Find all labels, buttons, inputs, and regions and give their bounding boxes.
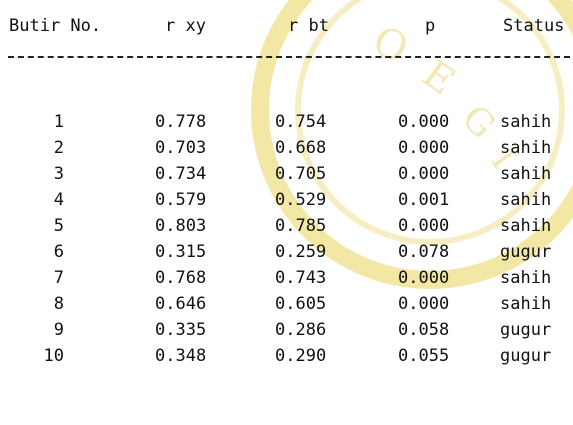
cell-status: sahih — [500, 216, 552, 236]
cell-butir-no: 7 — [53, 268, 64, 288]
cell-butir-no: 9 — [53, 320, 64, 340]
cell-r-xy: 0.335 — [155, 320, 207, 340]
header-r-xy: r xy — [165, 16, 206, 36]
cell-p: 0.078 — [398, 242, 450, 262]
cell-p: 0.000 — [398, 268, 450, 288]
header-r-bt: r bt — [288, 16, 329, 36]
cell-r-bt: 0.259 — [275, 242, 327, 262]
cell-r-xy: 0.703 — [155, 138, 207, 158]
cell-r-bt: 0.668 — [275, 138, 327, 158]
header-butir-no: Butir No. — [9, 16, 102, 36]
cell-p: 0.000 — [398, 112, 450, 132]
cell-r-bt: 0.605 — [275, 294, 327, 314]
cell-r-xy: 0.768 — [155, 268, 207, 288]
cell-butir-no: 5 — [53, 216, 64, 236]
cell-r-bt: 0.743 — [275, 268, 327, 288]
cell-p: 0.055 — [398, 346, 450, 366]
cell-butir-no: 2 — [53, 138, 64, 158]
cell-status: sahih — [500, 190, 552, 210]
cell-p: 0.000 — [398, 294, 450, 314]
cell-status: gugur — [500, 242, 552, 262]
cell-r-xy: 0.778 — [155, 112, 207, 132]
cell-status: sahih — [500, 112, 552, 132]
cell-status: sahih — [500, 294, 552, 314]
cell-p: 0.058 — [398, 320, 450, 340]
header-status: Status — [503, 16, 565, 36]
cell-butir-no: 1 — [53, 112, 64, 132]
header-p: p — [425, 16, 436, 36]
cell-status: sahih — [500, 164, 552, 184]
cell-status: sahih — [500, 268, 552, 288]
cell-p: 0.000 — [398, 216, 450, 236]
cell-p: 0.000 — [398, 164, 450, 184]
cell-r-xy: 0.646 — [155, 294, 207, 314]
cell-r-xy: 0.734 — [155, 164, 207, 184]
cell-r-bt: 0.705 — [275, 164, 327, 184]
cell-butir-no: 4 — [53, 190, 64, 210]
cell-r-bt: 0.290 — [275, 346, 327, 366]
cell-r-xy: 0.315 — [155, 242, 207, 262]
cell-status: sahih — [500, 138, 552, 158]
cell-r-bt: 0.754 — [275, 112, 327, 132]
cell-p: 0.001 — [398, 190, 450, 210]
cell-butir-no: 6 — [53, 242, 64, 262]
cell-r-xy: 0.803 — [155, 216, 207, 236]
cell-r-xy: 0.348 — [155, 346, 207, 366]
cell-p: 0.000 — [398, 138, 450, 158]
cell-r-bt: 0.785 — [275, 216, 327, 236]
cell-r-bt: 0.286 — [275, 320, 327, 340]
cell-status: gugur — [500, 346, 552, 366]
cell-r-bt: 0.529 — [275, 190, 327, 210]
cell-butir-no: 3 — [53, 164, 64, 184]
cell-butir-no: 8 — [53, 294, 64, 314]
cell-r-xy: 0.579 — [155, 190, 207, 210]
dashed-separator — [8, 56, 570, 58]
cell-butir-no: 10 — [43, 346, 64, 366]
cell-status: gugur — [500, 320, 552, 340]
